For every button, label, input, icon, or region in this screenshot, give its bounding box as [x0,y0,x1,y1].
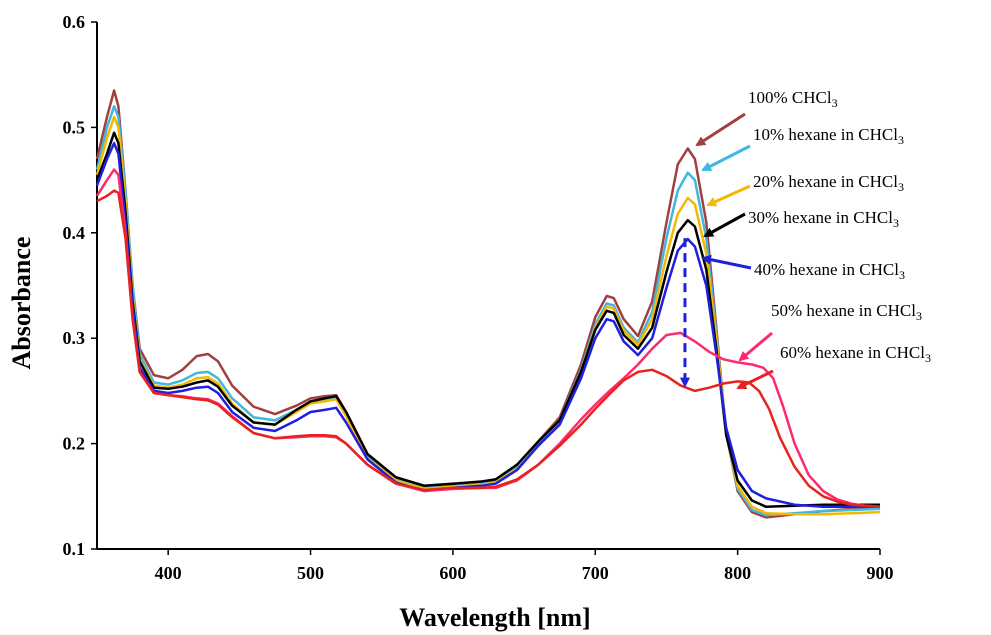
legend-arrow [738,331,773,362]
x-tick-label: 900 [867,563,894,583]
legend-label: 50% hexane in CHCl3 [771,301,922,323]
legend-layer: 100% CHCl3 10% hexane in CHCl3 20% hexane … [695,88,931,390]
y-tick-label: 0.3 [63,328,86,348]
series-line-7 [96,189,881,509]
y-tick-label: 0.4 [63,223,86,243]
series-line-1 [95,89,881,519]
axes: 0.1 0.2 0.3 0.4 0.5 0.6 400 500 600 700 800 900 [63,12,894,583]
x-tick-label: 500 [297,563,324,583]
y-tick-label: 0.2 [63,434,86,454]
x-tick-label: 600 [439,563,466,583]
x-tick-label: 700 [582,563,609,583]
legend-arrow [695,112,746,147]
legend-label: 20% hexane in CHCl3 [753,172,904,194]
legend-label: 100% CHCl3 [748,88,838,110]
x-tick-label: 400 [155,563,182,583]
legend-label: 60% hexane in CHCl3 [780,343,931,365]
y-axis-title: Absorbance [7,237,36,370]
series-layer [95,89,881,519]
legend-label: 10% hexane in CHCl3 [753,125,904,147]
series-line-2 [95,105,881,517]
series-line-4 [95,131,880,509]
legend-arrow [736,369,774,390]
legend-arrow [701,254,752,270]
legend-arrow [701,144,751,172]
y-tick-label: 0.6 [63,12,86,32]
x-tick-label: 800 [724,563,751,583]
series-line-5 [95,141,880,509]
x-axis-title: Wavelength [nm] [399,603,590,632]
legend-arrow [703,212,746,238]
legend-arrow [706,184,751,207]
y-tick-label: 0.5 [63,117,86,137]
legend-label: 40% hexane in CHCl3 [754,260,905,282]
y-tick-label: 0.1 [63,539,86,559]
legend-label: 30% hexane in CHCl3 [748,208,899,230]
